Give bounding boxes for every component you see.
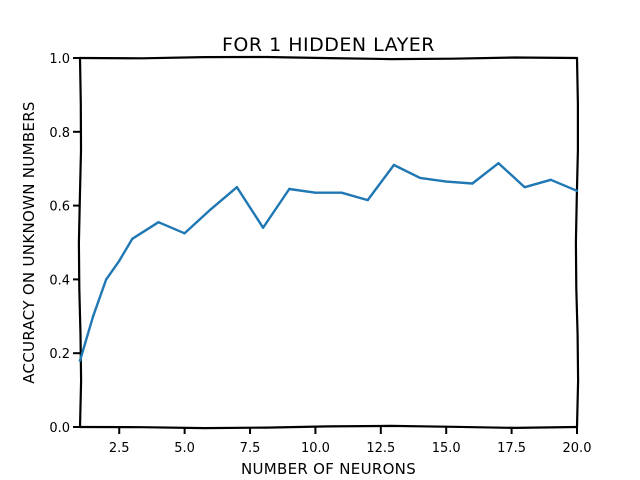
data-point [340,191,343,194]
x-axis-label: NUMBER OF NEURONS [241,460,416,478]
data-point [445,180,448,183]
data-point [471,182,474,185]
data-point [235,186,239,189]
x-tick-label: 20.0 [563,441,592,456]
data-point [497,162,500,165]
data-point [288,187,291,191]
axis-ticks: 2.5 5.0 7.5 10.0 12.5 15.0 17.5 20.0 0.0 0.2 0.4 0.… [49,52,591,456]
data-point [131,237,134,240]
data-point [314,191,317,194]
axis-bottom-spine [78,424,579,430]
y-axis-label: ACCURACY ON UNKNOWN NUMBERS [20,101,38,384]
axis-right-spine [574,56,580,429]
data-point [261,226,265,229]
axis-left-spine [77,56,83,429]
y-tick-label: 0.0 [49,421,70,436]
axis-top-spine [78,55,579,61]
y-tick-label: 0.4 [49,273,70,288]
y-tick-label: 0.2 [49,347,70,362]
x-tick-label: 15.0 [432,441,461,456]
x-tick-label: 12.5 [366,441,395,456]
axes [77,55,580,430]
x-tick-label: 7.5 [240,441,261,456]
data-point [78,359,82,362]
data-point [118,259,121,263]
data-point [209,208,212,211]
data-point [392,163,396,167]
y-tick-label: 0.8 [49,126,70,141]
data-point [105,278,108,281]
data-point [183,232,186,235]
x-tick-label: 10.0 [301,441,330,456]
chart-title: FOR 1 HIDDEN LAYER [222,34,435,56]
data-point [418,176,422,180]
data-point [523,186,526,189]
data-point [366,198,369,202]
series-line [78,162,579,362]
data-point [575,189,579,192]
x-tick-label: 5.0 [174,441,195,456]
data-series [78,162,579,362]
x-tick-label: 2.5 [109,441,130,456]
data-point [157,221,160,224]
data-point [549,178,552,181]
data-point [91,315,95,318]
y-tick-label: 0.6 [49,200,70,215]
y-tick-label: 1.0 [49,52,70,67]
x-tick-label: 17.5 [497,441,526,456]
